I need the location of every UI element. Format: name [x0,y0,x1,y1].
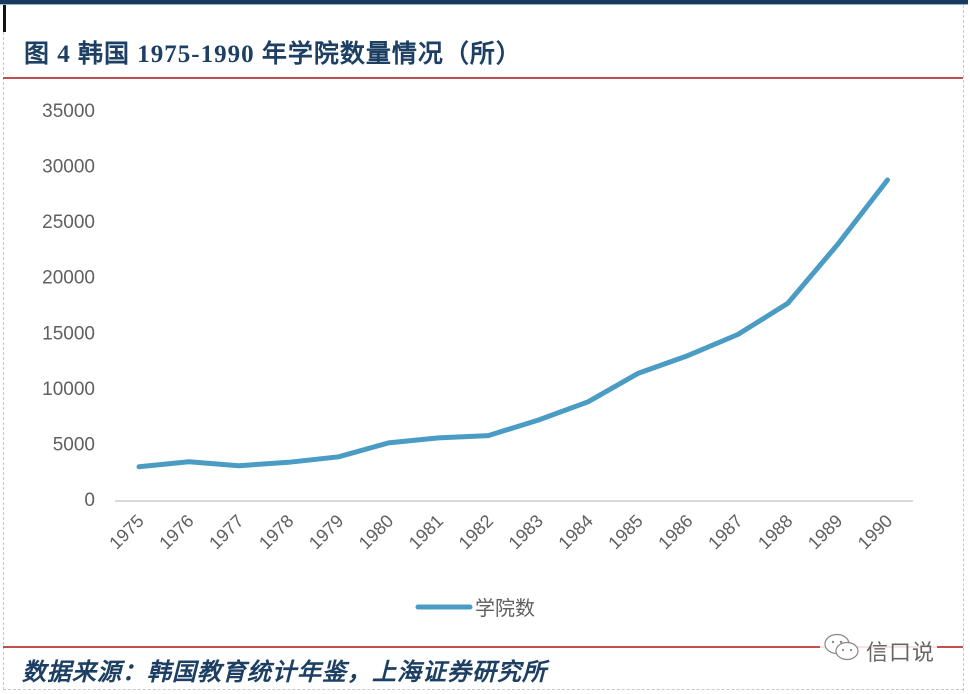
y-tick-label: 15000 [42,323,95,344]
watermark-text: 信口说 [866,639,936,665]
wechat-icon [822,632,862,669]
top-border-highlight [0,4,968,5]
title-divider [3,77,963,79]
y-tick-label: 30000 [42,157,95,178]
x-tick-label: 1976 [155,511,197,553]
x-tick-label: 1986 [654,511,696,553]
y-tick-label: 0 [84,490,95,511]
x-tick-label: 1985 [604,511,646,553]
x-tick-label: 1977 [205,511,247,553]
watermark: 信口说 [820,632,938,669]
y-tick-label: 10000 [42,379,95,400]
x-tick-label: 1979 [305,511,347,553]
data-source: 数据来源：韩国教育统计年鉴，上海证券研究所 [22,660,547,686]
legend-label: 学院数 [475,597,535,620]
top-border [0,0,968,4]
x-tick-label: 1989 [804,511,846,553]
series-line-学院数 [136,177,890,470]
y-tick-label: 20000 [42,268,95,289]
x-tick-label: 1978 [255,511,297,553]
x-tick-label: 1975 [105,511,147,553]
y-axis: 0 5000 10000 15000 20000 25000 30000 35000 [42,101,95,511]
x-axis: 1975 1976 1977 1978 1979 1980 1981 1982 1983 1984… [105,511,896,553]
x-tick-label: 1987 [704,511,746,553]
footer-divider [3,646,963,648]
text-cursor [3,5,6,32]
y-tick-label: 5000 [53,434,95,455]
x-tick-label: 1990 [854,511,896,553]
x-tick-label: 1988 [754,511,796,553]
y-tick-label: 35000 [42,101,95,122]
right-border [963,5,964,691]
x-tick-label: 1981 [405,511,447,553]
x-tick-label: 1982 [455,511,497,553]
y-tick-label: 25000 [42,212,95,233]
chart-title: 图 4 韩国 1975-1990 年学院数量情况（所） [24,41,522,68]
left-border [3,32,4,690]
x-tick-label: 1980 [355,511,397,553]
legend: 学院数 [415,597,535,620]
x-tick-label: 1983 [505,511,547,553]
x-tick-label: 1984 [554,511,596,553]
line-chart: 0 5000 10000 15000 20000 25000 30000 35000 1975… [42,101,913,620]
bottom-border [3,689,964,690]
